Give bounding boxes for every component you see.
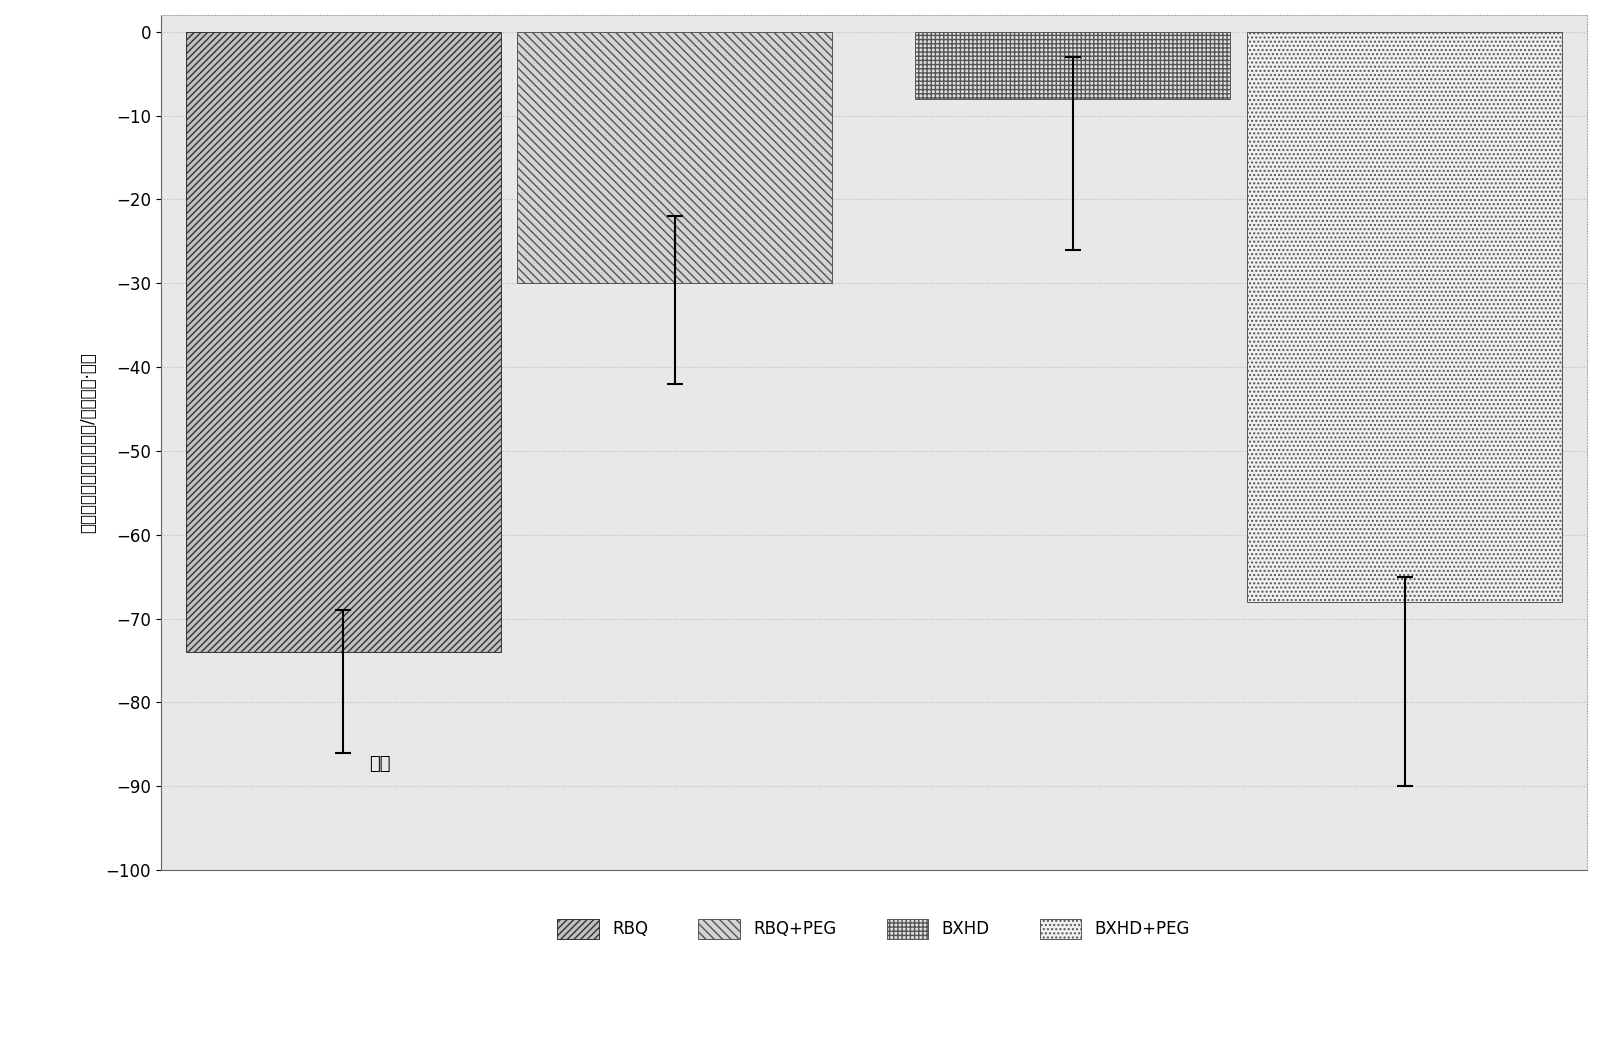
Bar xyxy=(915,32,1230,99)
Bar xyxy=(517,32,833,283)
Bar xyxy=(1246,32,1562,602)
Text: 内流: 内流 xyxy=(370,755,391,774)
Legend: RBQ, RBQ+PEG, BXHD, BXHD+PEG: RBQ, RBQ+PEG, BXHD, BXHD+PEG xyxy=(549,910,1198,947)
Y-axis label: 钔离子平均流速（皮摩尔/平方厘米·秒）: 钔离子平均流速（皮摩尔/平方厘米·秒） xyxy=(78,353,98,532)
Bar xyxy=(186,32,501,652)
